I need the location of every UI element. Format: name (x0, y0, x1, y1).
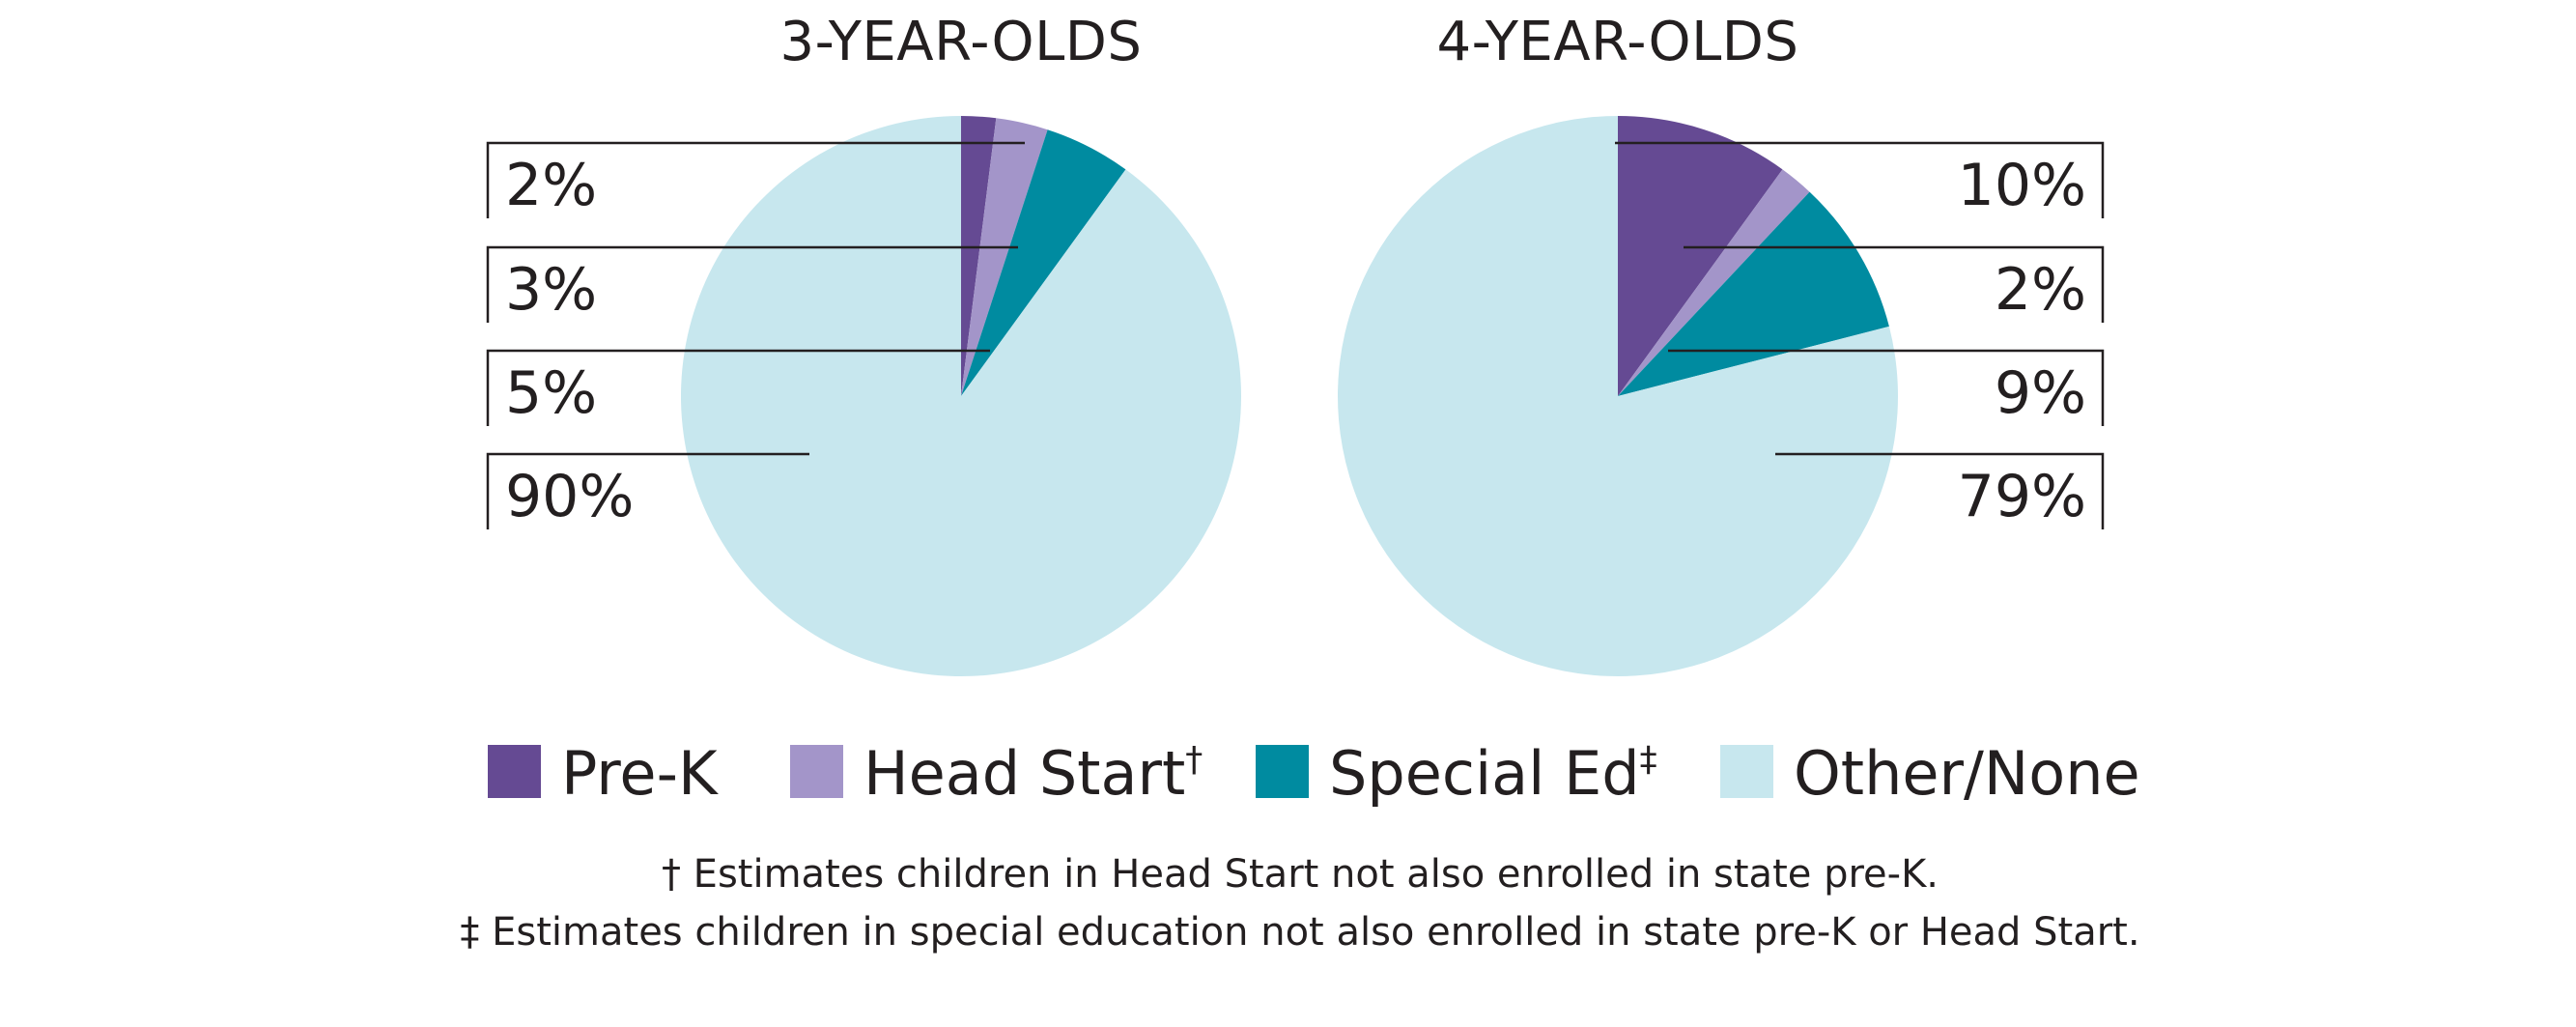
pie-title: 3-YEAR-OLDS (780, 11, 1143, 73)
legend-label: Head Start† (863, 738, 1203, 809)
pct-label: 2% (505, 152, 597, 219)
legend-swatch (1256, 745, 1309, 798)
label-leader-line (486, 245, 1018, 323)
legend-label: Pre-K (561, 738, 719, 809)
pie-slice-other-none (680, 115, 1241, 676)
label-leader-line (486, 349, 990, 426)
legend-swatch (790, 745, 843, 798)
footnote-special-ed: ‡ Estimates children in special educatio… (460, 910, 2139, 955)
pie-slice-pre-k (1618, 116, 1783, 396)
label-leader-line (1615, 141, 2105, 218)
label-leader-line (1668, 349, 2105, 426)
label-leader-line (486, 452, 809, 529)
pct-label: 79% (1958, 463, 2086, 530)
pie-chart-3-year-olds: 3-YEAR-OLDS 2% 3% 5% 90% (486, 11, 1241, 676)
legend-label: Special Ed‡ (1329, 738, 1657, 809)
pie-title: 4-YEAR-OLDS (1437, 11, 1799, 73)
pie-chart-4-year-olds: 4-YEAR-OLDS 10% 2% 9% 79% (1338, 11, 2105, 677)
pie-slice-pre-k (961, 116, 997, 396)
pct-label: 10% (1958, 152, 2086, 219)
pie-slice-special-ed (1618, 191, 1889, 396)
pct-label: 2% (1995, 256, 2086, 324)
pct-label: 90% (505, 463, 634, 530)
legend: Pre-K Head Start† Special Ed‡ Other/None (488, 738, 2140, 809)
pct-label: 9% (1995, 359, 2086, 427)
pie-slice-head-start (1618, 169, 1810, 396)
pie-slice-head-start (961, 118, 1048, 396)
pie-slice-other-none (1338, 116, 1899, 677)
legend-label: Other/None (1794, 738, 2140, 809)
footnotes: † Estimates children in Head Start not a… (460, 852, 2139, 955)
pie-slice-special-ed (961, 129, 1126, 396)
pct-label: 5% (505, 359, 597, 427)
legend-swatch (488, 745, 541, 798)
label-leader-line (1684, 245, 2105, 323)
pct-label: 3% (505, 256, 597, 324)
label-leader-line (486, 141, 1025, 218)
footnote-head-start: † Estimates children in Head Start not a… (662, 852, 1939, 897)
legend-swatch (1720, 745, 1773, 798)
label-leader-line (1775, 452, 2105, 529)
